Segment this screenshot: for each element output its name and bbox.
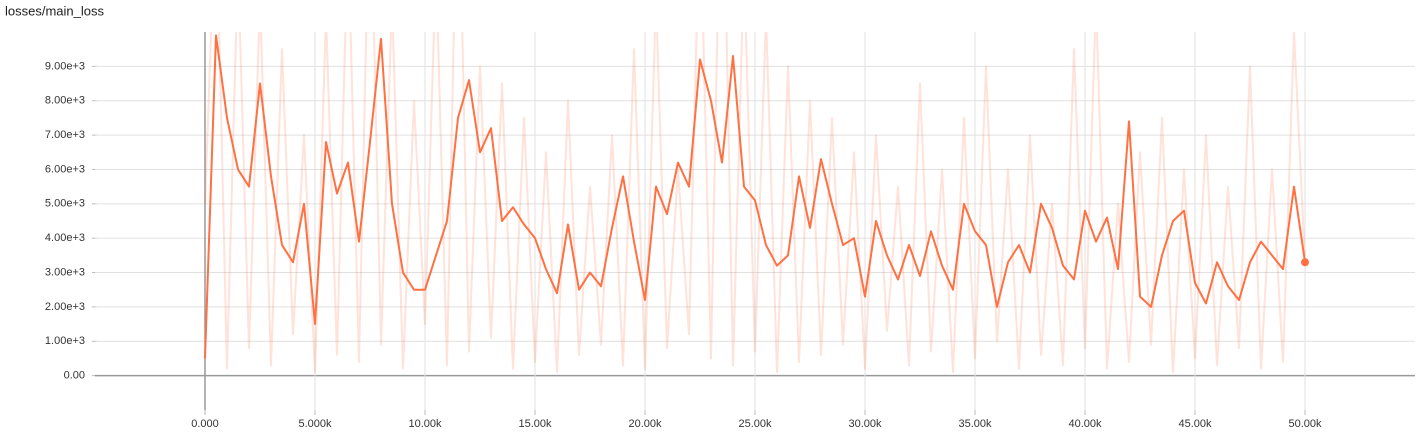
y-tick-label: 7.00e+3 xyxy=(45,129,85,141)
y-tick-label: 4.00e+3 xyxy=(45,232,85,244)
y-tick-label: 8.00e+3 xyxy=(45,95,85,107)
x-tick-label: 15.00k xyxy=(518,418,552,430)
y-tick-label: 2.00e+3 xyxy=(45,301,85,313)
y-tick-label: 5.00e+3 xyxy=(45,198,85,210)
y-tick-label: 0.00 xyxy=(64,370,85,382)
x-tick-label: 40.00k xyxy=(1068,418,1102,430)
x-tick-label: 20.00k xyxy=(628,418,662,430)
x-tick-label: 10.00k xyxy=(408,418,442,430)
x-tick-label: 50.00k xyxy=(1288,418,1322,430)
x-tick-label: 0.000 xyxy=(191,418,219,430)
end-marker xyxy=(1301,258,1309,267)
plot-area xyxy=(204,32,1309,374)
chart-title: losses/main_loss xyxy=(5,3,104,18)
x-tick-label: 30.00k xyxy=(848,418,882,430)
y-tick-label: 6.00e+3 xyxy=(45,163,85,175)
y-tick-label: 9.00e+3 xyxy=(45,60,85,72)
y-tick-label: 3.00e+3 xyxy=(45,266,85,278)
series-line xyxy=(204,34,1306,359)
y-tick-label: 1.00e+3 xyxy=(45,335,85,347)
x-tick-label: 5.000k xyxy=(298,418,332,430)
series-line xyxy=(204,32,1306,374)
x-tick-label: 45.00k xyxy=(1178,418,1212,430)
x-tick-label: 25.00k xyxy=(738,418,772,430)
x-tick-label: 35.00k xyxy=(958,418,992,430)
